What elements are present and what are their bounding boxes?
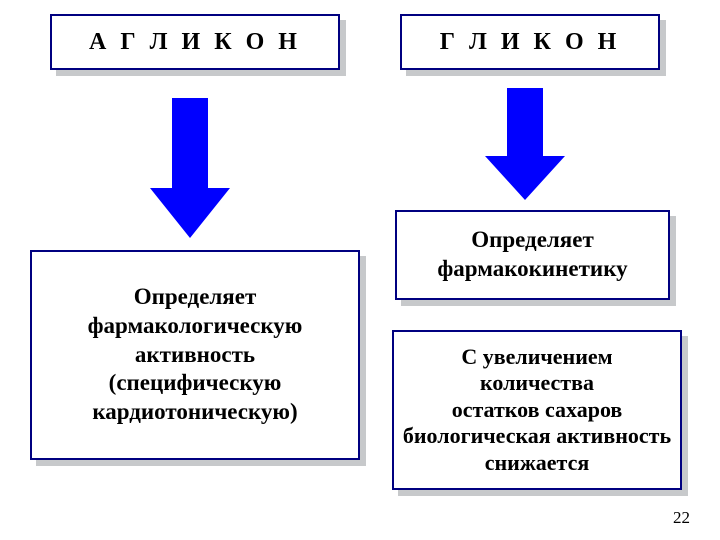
arrow-left [150,98,230,238]
line: кардиотоническую) [92,398,297,427]
text-glikon: Г Л И К О Н [440,29,621,56]
line: Определяет [471,226,594,255]
line: количества [480,370,594,396]
line: фармакологическую [88,312,303,341]
box-glikon-note: С увеличением количества остатков сахаро… [392,330,682,490]
box-glikon-title: Г Л И К О Н [400,14,660,70]
line: (специфическую [109,369,282,398]
line: С увеличением [461,344,612,370]
box-aglikon-title: А Г Л И К О Н [50,14,340,70]
line: снижается [485,450,590,476]
box-glikon-desc: Определяет фармакокинетику [395,210,670,300]
line: остатков сахаров [452,397,623,423]
line: биологическая активность [403,423,671,449]
text-aglikon: А Г Л И К О Н [89,29,301,56]
page-number: 22 [673,508,690,528]
line: фармакокинетику [437,255,627,284]
box-aglikon-desc: Определяет фармакологическую активность … [30,250,360,460]
line: активность [135,341,255,370]
arrow-right [485,88,565,200]
line: Определяет [134,283,257,312]
